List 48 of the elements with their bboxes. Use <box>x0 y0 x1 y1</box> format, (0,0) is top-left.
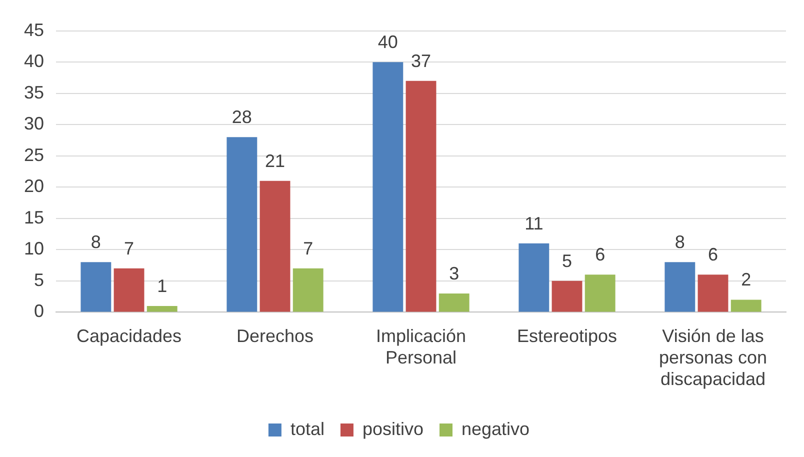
x-tick-label: Implicación Personal <box>376 326 466 368</box>
legend-label: total <box>290 418 324 439</box>
y-tick-label: 15 <box>24 207 44 228</box>
bar <box>146 306 178 312</box>
data-label: 3 <box>449 263 460 284</box>
bar <box>114 268 144 312</box>
x-tick-label: Derechos <box>236 326 314 346</box>
bar <box>584 274 616 312</box>
data-label: 2 <box>741 270 752 290</box>
data-label: 40 <box>378 32 398 52</box>
bar <box>698 274 728 312</box>
x-tick-label: Capacidades <box>76 326 182 346</box>
bar <box>664 262 696 312</box>
data-label: 8 <box>90 232 101 252</box>
y-tick-label: 35 <box>24 82 44 102</box>
bar <box>518 243 550 312</box>
data-label: 21 <box>265 150 286 171</box>
x-tick-label: Visión de las personas con discapacidad <box>658 326 768 390</box>
y-tick-label: 25 <box>24 144 44 165</box>
y-tick-label: 20 <box>24 176 44 196</box>
legend-label: positivo <box>362 418 424 439</box>
data-label: 11 <box>524 213 544 234</box>
bar <box>438 293 470 312</box>
data-label: 7 <box>124 238 134 258</box>
data-label: 6 <box>595 244 606 265</box>
data-label: 8 <box>674 232 685 252</box>
x-tick-label: Estereotipos <box>516 326 618 346</box>
legend-label: negativo <box>462 418 530 439</box>
y-tick-label: 10 <box>24 238 44 259</box>
data-label: 1 <box>157 276 168 296</box>
bar <box>372 62 404 312</box>
bar <box>226 137 258 312</box>
data-label: 6 <box>708 244 718 265</box>
y-tick-label: 45 <box>24 20 44 40</box>
y-tick-label: 30 <box>24 114 44 134</box>
data-label: 28 <box>232 107 252 128</box>
y-tick-label: 40 <box>24 51 44 72</box>
data-label: 5 <box>562 250 572 271</box>
bar <box>260 180 290 312</box>
bar <box>406 80 436 312</box>
bar <box>292 268 324 312</box>
bar <box>552 280 582 312</box>
data-label: 37 <box>410 50 432 71</box>
y-tick-label: 0 <box>34 301 44 322</box>
bar <box>730 300 762 312</box>
y-tick-label: 5 <box>34 270 44 290</box>
bar <box>80 262 112 312</box>
data-label: 7 <box>303 238 314 258</box>
